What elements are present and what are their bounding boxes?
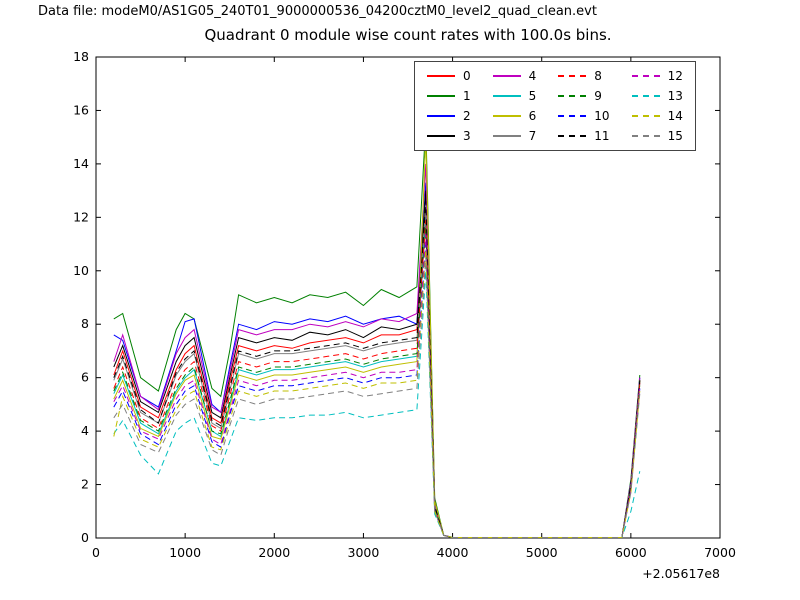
legend-line-sample [427, 75, 455, 77]
series-line-13 [113, 270, 641, 538]
legend-item-8: 8 [558, 66, 609, 86]
x-tick-label: 1000 [169, 545, 201, 560]
x-tick-label: 4000 [437, 545, 469, 560]
legend-label: 7 [528, 129, 537, 143]
y-tick-label: 4 [81, 423, 89, 438]
series-line-10 [113, 244, 641, 538]
legend-item-11: 11 [558, 126, 610, 146]
legend-line-sample [492, 135, 521, 137]
x-tick-label: 0 [92, 545, 100, 560]
legend-item-1: 1 [427, 86, 471, 106]
series-line-3 [113, 190, 641, 538]
legend-line-sample [427, 95, 455, 97]
legend-label: 12 [667, 69, 683, 83]
legend-label: 11 [594, 129, 610, 143]
data-file-label: Data file: modeM0/AS1G05_240T01_90000005… [38, 4, 597, 19]
legend-line-sample [427, 135, 455, 137]
y-tick-label: 12 [73, 209, 89, 224]
legend-item-2: 2 [427, 106, 471, 126]
legend-line-sample [427, 115, 455, 117]
legend-item-3: 3 [427, 126, 471, 146]
legend-item-15: 15 [631, 126, 683, 146]
legend-label: 13 [667, 89, 683, 103]
series-line-0 [113, 211, 641, 538]
axes-frame [95, 56, 721, 539]
legend-line-sample [631, 135, 660, 137]
legend-line-sample [631, 115, 660, 117]
legend-label: 9 [594, 89, 602, 103]
x-axis-offset-label: +2.05617e8 [642, 566, 720, 581]
legend-label: 10 [594, 109, 610, 123]
series-line-4 [113, 163, 641, 538]
series-line-15 [113, 257, 641, 538]
legend-item-9: 9 [558, 86, 609, 106]
legend-item-13: 13 [631, 86, 683, 106]
legend-item-14: 14 [631, 106, 683, 126]
legend-item-5: 5 [492, 86, 537, 106]
legend-line-sample [492, 75, 521, 77]
legend-item-12: 12 [631, 66, 683, 86]
legend-label: 0 [463, 69, 471, 83]
legend-item-0: 0 [427, 66, 471, 86]
y-tick-label: 0 [81, 530, 89, 545]
legend-label: 4 [528, 69, 537, 83]
y-tick-label: 14 [73, 156, 89, 171]
y-tick-label: 6 [81, 370, 89, 385]
legend-line-sample [558, 135, 587, 137]
legend-label: 8 [594, 69, 602, 83]
legend-line-sample [558, 75, 587, 77]
legend-label: 3 [463, 129, 471, 143]
y-tick-label: 2 [81, 477, 89, 492]
y-tick-label: 16 [73, 102, 89, 117]
series-line-11 [113, 201, 641, 538]
series-line-5 [113, 217, 641, 538]
legend-item-4: 4 [492, 66, 537, 86]
legend-item-7: 7 [492, 126, 537, 146]
legend-label: 15 [667, 129, 683, 143]
legend-label: 14 [667, 109, 683, 123]
y-tick-label: 18 [73, 49, 89, 64]
chart-title: Quadrant 0 module wise count rates with … [204, 26, 612, 44]
legend-line-sample [492, 115, 521, 117]
series-line-12 [113, 233, 641, 538]
legend-item-6: 6 [492, 106, 537, 126]
legend-item-10: 10 [558, 106, 610, 126]
y-tick-label: 10 [73, 263, 89, 278]
x-tick-label: 5000 [526, 545, 558, 560]
x-tick-label: 3000 [348, 545, 380, 560]
legend-label: 5 [528, 89, 537, 103]
series-line-14 [113, 249, 641, 538]
legend-line-sample [558, 95, 587, 97]
x-tick-label: 7000 [704, 545, 736, 560]
legend-label: 6 [528, 109, 537, 123]
legend-line-sample [631, 95, 660, 97]
y-tick-label: 8 [81, 316, 89, 331]
x-tick-label: 2000 [258, 545, 290, 560]
legend-label: 1 [463, 89, 471, 103]
legend-line-sample [558, 115, 587, 117]
legend-label: 2 [463, 109, 471, 123]
legend-line-sample [631, 75, 660, 77]
series-line-9 [113, 227, 641, 538]
legend-line-sample [492, 95, 521, 97]
x-tick-label: 6000 [615, 545, 647, 560]
legend: 0 1 2 3 4 5 6 7 8 9 10 11 12 13 14 15 [414, 61, 696, 151]
